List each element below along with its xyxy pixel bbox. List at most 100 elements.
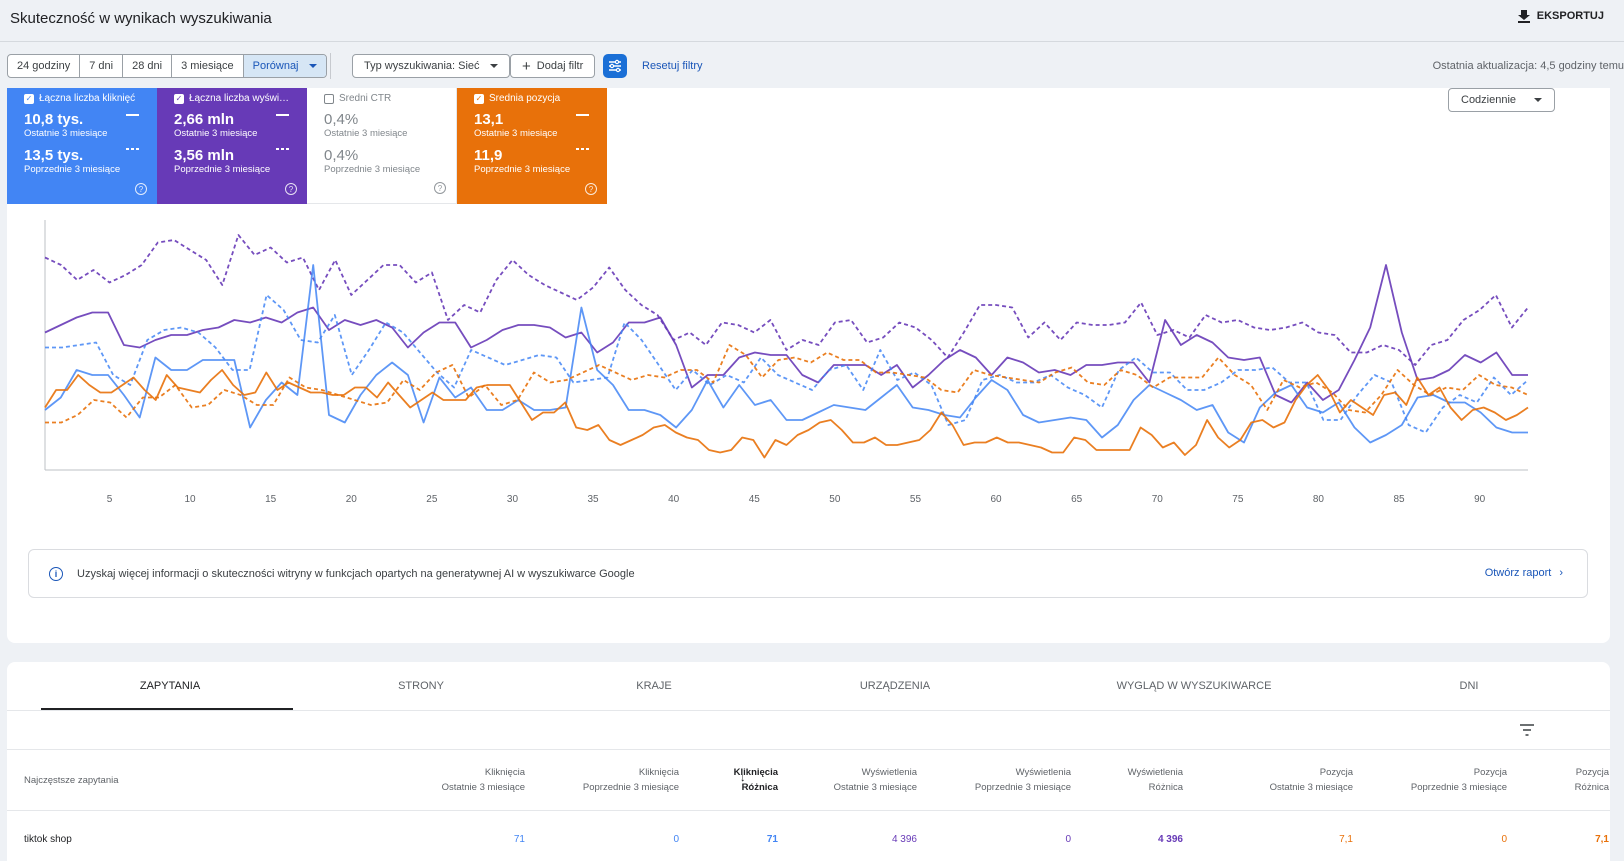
column-header-line2: Ostatnie 3 miesiące (833, 782, 917, 793)
performance-line-chart[interactable]: 5 10 15 20 25 30 35 40 45 50 55 60 65 70 75 80 85 90 (7, 210, 1610, 510)
metric-card-clicks[interactable]: ✓ Łączna liczba kliknięć 10,8 tys. Ostatn… (7, 88, 157, 204)
metric-label: Średni CTR (339, 93, 392, 104)
metric-header: ✓ Łączna liczba wyświ… (174, 93, 302, 104)
metric-value-current: 10,8 tys. (24, 111, 84, 128)
metric-period-current: Ostatnie 3 miesiące (474, 128, 558, 139)
metric-value-current: 2,66 mln (174, 111, 235, 128)
column-header-line2: Różnica (1148, 782, 1183, 793)
chevron-right-icon: › (1559, 567, 1563, 579)
caret-down-icon (489, 64, 498, 68)
solid-line-legend-icon (576, 114, 589, 116)
table-cell: 7,1 (1595, 834, 1609, 845)
tab-pages[interactable]: STRONY (398, 680, 444, 692)
add-filter-label: Dodaj filtr (536, 60, 584, 72)
column-header[interactable]: Wyświetlenia Poprzednie 3 miesiące (975, 765, 1071, 795)
tab-countries[interactable]: KRAJE (636, 680, 672, 692)
metric-value-previous: 0,4% (324, 147, 359, 164)
column-header-line2: Ostatnie 3 miesiące (1269, 782, 1353, 793)
checkbox-unchecked-icon[interactable] (324, 93, 334, 104)
x-tick-label: 70 (1152, 494, 1164, 505)
series-line-impressions-previous (44, 234, 1529, 366)
column-header[interactable]: Wyświetlenia Ostatnie 3 miesiące (834, 765, 917, 795)
date-range-selector: 24 godziny 7 dni 28 dni 3 miesiące Porów… (7, 54, 327, 78)
tab-queries[interactable]: ZAPYTANIA (139, 680, 201, 692)
sliders-icon (609, 59, 621, 73)
column-header-line1: Pozycja (1575, 767, 1609, 778)
metric-period-previous: Poprzednie 3 miesiące (324, 164, 421, 175)
metric-label: Średnia pozycja (489, 93, 561, 104)
x-tick-label: 20 (346, 494, 358, 505)
column-header[interactable]: Kliknięcia Poprzednie 3 miesiące (583, 765, 679, 795)
metric-card-position[interactable]: ✓ Średnia pozycja 13,1 Ostatnie 3 miesiąc… (457, 88, 607, 204)
range-7d-button[interactable]: 7 dni (80, 55, 124, 77)
dashed-line-legend-icon (576, 148, 589, 150)
range-28d-button[interactable]: 28 dni (123, 55, 173, 77)
dimension-table-card: ZAPYTANIA STRONY KRAJE URZĄDZENIA WYGLĄD… (7, 662, 1610, 861)
export-button[interactable]: EKSPORTUJ (1517, 9, 1604, 23)
column-header[interactable]: Pozycja Ostatnie 3 miesiące (1270, 765, 1353, 795)
help-icon[interactable]: ? (285, 183, 297, 195)
table-cell: 0 (673, 834, 679, 845)
table-cell: 7,1 (1339, 834, 1353, 845)
tab-search-appearance[interactable]: WYGLĄD W WYSZUKIWARCE (1116, 680, 1272, 692)
plus-icon: + (522, 57, 531, 75)
checkbox-checked-icon[interactable]: ✓ (474, 93, 484, 104)
checkbox-checked-icon[interactable]: ✓ (24, 93, 34, 104)
column-header[interactable]: Kliknięcia Ostatnie 3 miesiące (442, 765, 525, 795)
help-icon[interactable]: ? (585, 183, 597, 195)
compare-label: Porównaj (252, 60, 299, 72)
range-3m-button[interactable]: 3 miesiące (172, 55, 244, 77)
tab-dates[interactable]: DNI (1459, 680, 1479, 692)
column-header-line2: Różnica (741, 782, 778, 793)
compare-button[interactable]: Porównaj (243, 55, 326, 77)
column-header[interactable]: Pozycja Różnica (1575, 765, 1609, 795)
series-line-clicks-previous (45, 294, 1529, 434)
column-header[interactable]: Pozycja Poprzednie 3 miesiące (1411, 765, 1507, 795)
download-icon (1517, 10, 1530, 23)
metric-label: Łączna liczba wyświ… (189, 93, 290, 104)
sort-descending-icon: ↓ (740, 772, 746, 784)
series-line-clicks-current (44, 264, 1528, 444)
filter-divider (330, 53, 331, 79)
column-header-line2: Poprzednie 3 miesiące (1410, 782, 1507, 793)
open-report-link[interactable]: Otwórz raport › (1485, 567, 1563, 579)
column-header-line1: Kliknięcia (484, 767, 525, 778)
x-tick-label: 30 (507, 494, 519, 505)
column-header[interactable]: Wyświetlenia Różnica (1128, 765, 1183, 795)
filter-rows-icon[interactable] (1519, 723, 1535, 737)
x-tick-label: 65 (1071, 494, 1083, 505)
info-text: Uzyskaj więcej informacji o skuteczności… (77, 567, 635, 580)
dashed-line-legend-icon (126, 148, 139, 150)
open-report-label: Otwórz raport (1484, 567, 1552, 579)
search-type-filter[interactable]: Typ wyszukiwania: Sieć (352, 54, 510, 78)
granularity-label: Codziennie (1461, 94, 1517, 106)
top-bar: Skuteczność w wynikach wyszukiwania EKSP… (0, 0, 1624, 42)
performance-chart-card: ✓ Łączna liczba kliknięć 10,8 tys. Ostatn… (7, 88, 1610, 643)
filter-settings-button[interactable] (603, 54, 627, 78)
solid-line-legend-icon (276, 114, 289, 116)
x-tick-label: 40 (668, 494, 680, 505)
x-tick-label: 75 (1232, 494, 1244, 505)
metric-card-ctr[interactable]: Średni CTR 0,4% Ostatnie 3 miesiące 0,4%… (307, 88, 457, 204)
x-tick-label: 35 (588, 494, 600, 505)
x-tick-label: 45 (749, 494, 761, 505)
granularity-select[interactable]: Codziennie (1448, 88, 1556, 112)
table-cell: 4 396 (891, 834, 917, 845)
tab-devices[interactable]: URZĄDZENIA (859, 680, 931, 692)
series-line-impressions-current (44, 264, 1528, 404)
range-24h-button[interactable]: 24 godziny (8, 55, 81, 77)
add-filter-button[interactable]: + Dodaj filtr (510, 54, 596, 78)
help-icon[interactable]: ? (434, 182, 446, 194)
metric-header: ✓ Łączna liczba kliknięć (24, 93, 152, 104)
help-icon[interactable]: ? (135, 183, 147, 195)
x-tick-label: 80 (1313, 494, 1325, 505)
checkbox-checked-icon[interactable]: ✓ (174, 93, 184, 104)
export-label: EKSPORTUJ (1536, 10, 1604, 22)
solid-line-legend-icon (126, 114, 139, 116)
table-body-divider (7, 810, 1610, 811)
last-update-text: Ostatnia aktualizacja: 4,5 godziny temu (1432, 60, 1624, 72)
reset-filters-link[interactable]: Resetuj filtry (642, 60, 703, 72)
column-header-line2: Poprzednie 3 miesiące (974, 782, 1071, 793)
metric-card-impressions[interactable]: ✓ Łączna liczba wyświ… 2,66 mln Ostatnie … (157, 88, 307, 204)
column-header-sorted[interactable]: Kliknięcia Różnica (734, 765, 778, 795)
